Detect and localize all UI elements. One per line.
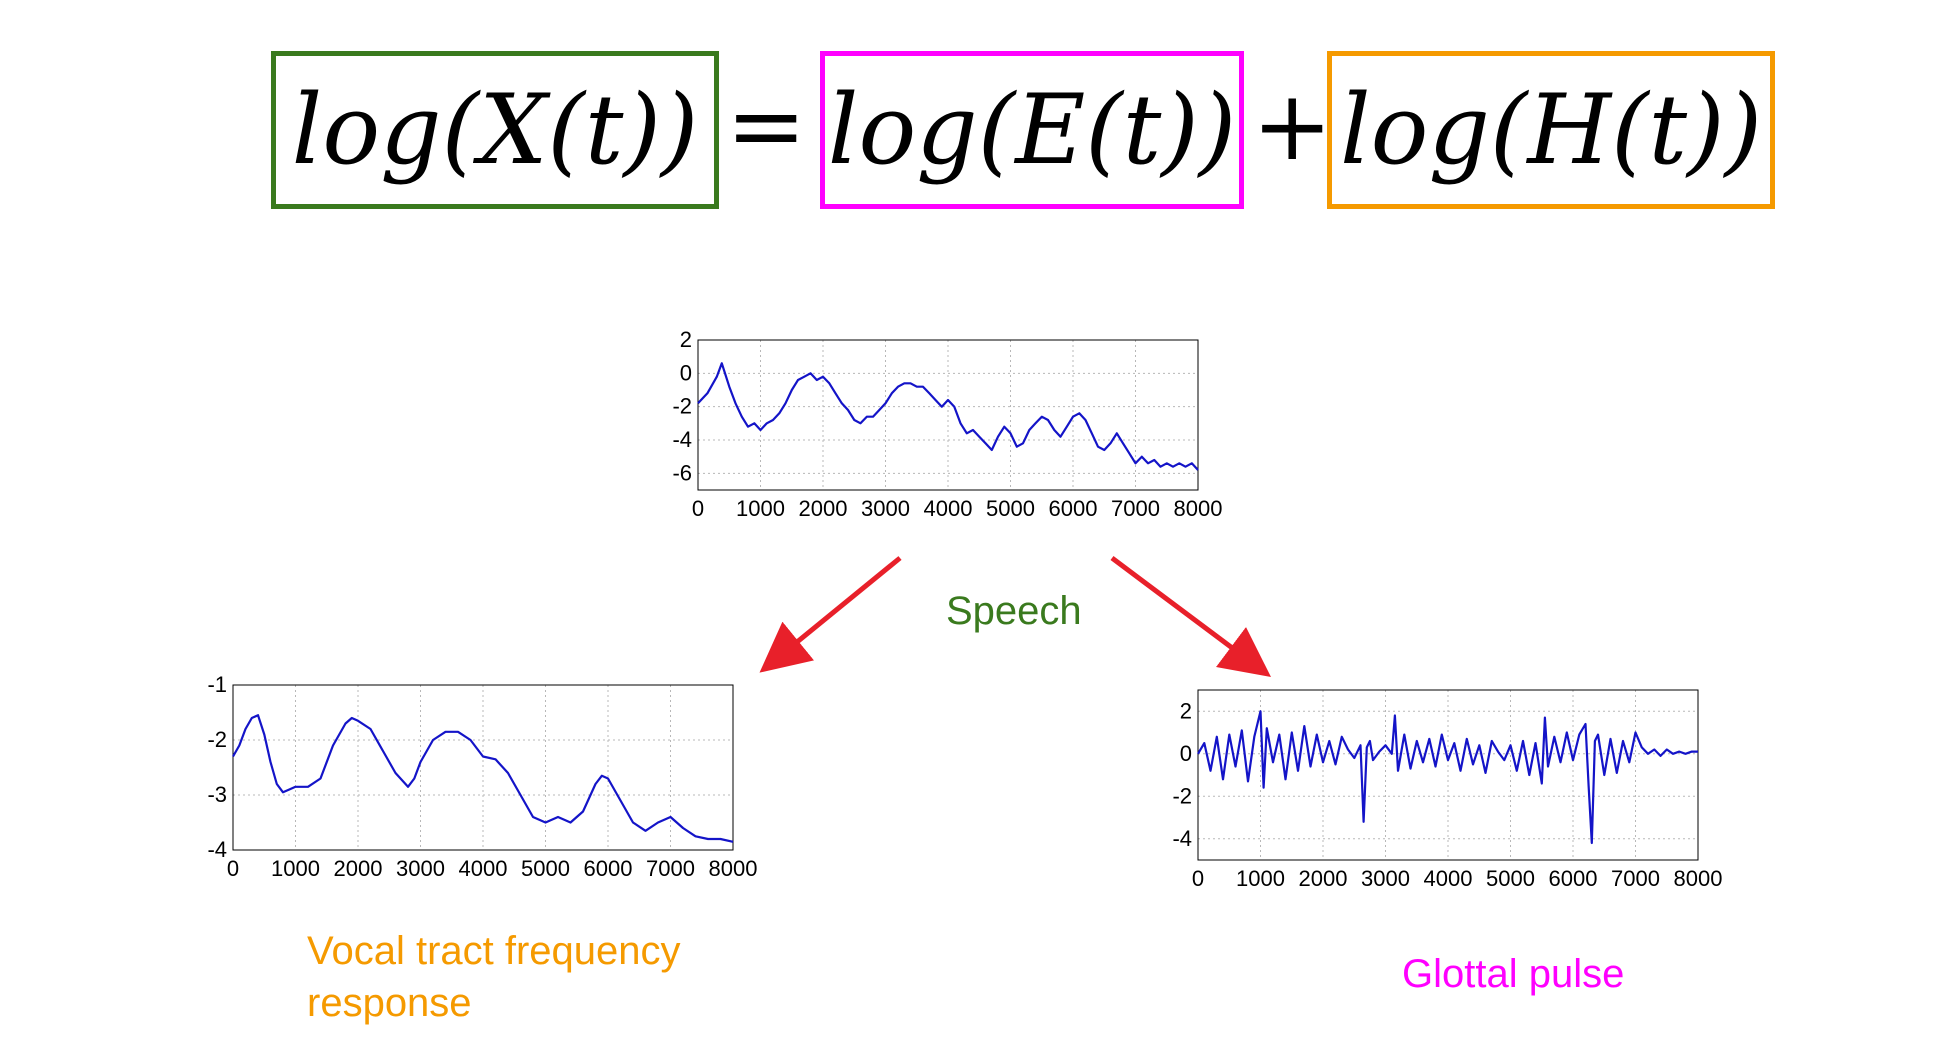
speech-chart: 0 1000 2000 3000 4000 5000 6000 7000 8000 2 0 -2 -4 -…	[672, 327, 1223, 521]
speech-y-tick-2: -2	[672, 394, 692, 419]
vocal-x-tick-7: 7000	[646, 856, 695, 881]
glottal-x-tick-3: 3000	[1361, 866, 1410, 891]
vocal-tract-chart: 0 1000 2000 3000 4000 5000 6000 7000 8000 -1 -2 -3 -…	[207, 672, 758, 881]
speech-y-tick-0: 2	[680, 327, 692, 352]
speech-series-line	[697, 362, 1199, 471]
glottal-x-tick-7: 7000	[1611, 866, 1660, 891]
glottal-y-tick-2: -2	[1172, 783, 1192, 808]
vocal-x-tick-8: 8000	[709, 856, 758, 881]
vocal-x-tick-6: 6000	[584, 856, 633, 881]
vocal-frame	[232, 684, 734, 851]
glottal-y-tick-3: -4	[1172, 826, 1192, 851]
glottal-pulse-caption: Glottal pulse	[1402, 952, 1625, 996]
term1: log(E(t))	[827, 74, 1237, 186]
speech-x-tick-0: 0	[692, 496, 704, 521]
glottal-pulse-chart: 0 1000 2000 3000 4000 5000 6000 7000 8000 2 0 -2 -4	[1172, 689, 1723, 891]
vocal-x-tick-5: 5000	[521, 856, 570, 881]
speech-frame	[697, 339, 1199, 491]
term2: log(H(t))	[1339, 74, 1763, 186]
glottal-y-tick-1: 0	[1180, 741, 1192, 766]
glottal-y-tick-0: 2	[1180, 698, 1192, 723]
speech-x-tick-6: 6000	[1049, 496, 1098, 521]
lhs-term: log(X(t))	[291, 74, 699, 186]
vocal-tract-caption: Vocal tract frequency response	[307, 929, 681, 1025]
term1-box: log(E(t))	[820, 51, 1244, 209]
vocal-x-tick-1: 1000	[271, 856, 320, 881]
speech-y-tick-3: -4	[672, 427, 692, 452]
glottal-x-tick-4: 4000	[1424, 866, 1473, 891]
vocal-x-tick-4: 4000	[459, 856, 508, 881]
vocal-y-tick-3: -4	[207, 837, 227, 862]
glottal-x-tick-8: 8000	[1674, 866, 1723, 891]
speech-x-tick-1: 1000	[736, 496, 785, 521]
speech-x-tick-2: 2000	[799, 496, 848, 521]
glottal-x-tick-6: 6000	[1549, 866, 1598, 891]
glottal-x-tick-5: 5000	[1486, 866, 1535, 891]
glottal-x-tick-0: 0	[1192, 866, 1204, 891]
glottal-frame	[1197, 689, 1699, 861]
speech-caption: Speech	[946, 589, 1082, 633]
speech-x-tick-5: 5000	[986, 496, 1035, 521]
glottal-x-tick-2: 2000	[1299, 866, 1348, 891]
vocal-x-tick-0: 0	[227, 856, 239, 881]
speech-x-tick-8: 8000	[1174, 496, 1223, 521]
speech-x-tick-3: 3000	[861, 496, 910, 521]
vocal-y-tick-1: -2	[207, 727, 227, 752]
glottal-series-line	[1197, 710, 1698, 845]
equals-sign: =	[726, 70, 807, 182]
vocal-y-tick-0: -1	[207, 672, 227, 697]
vocal-x-tick-3: 3000	[396, 856, 445, 881]
vocal-x-tick-2: 2000	[334, 856, 383, 881]
vocal-y-tick-2: -3	[207, 782, 227, 807]
speech-x-tick-4: 4000	[924, 496, 973, 521]
arrow-to-glottal	[1110, 555, 1272, 677]
glottal-x-tick-1: 1000	[1236, 866, 1285, 891]
plus-sign: +	[1252, 70, 1333, 182]
speech-x-tick-7: 7000	[1111, 496, 1160, 521]
lhs-box: log(X(t))	[271, 51, 719, 209]
speech-y-tick-4: -6	[672, 460, 692, 485]
speech-y-tick-1: 0	[680, 360, 692, 385]
vocal-series-line	[232, 714, 734, 843]
term2-box: log(H(t))	[1327, 51, 1775, 209]
arrow-to-vocal	[759, 556, 902, 673]
